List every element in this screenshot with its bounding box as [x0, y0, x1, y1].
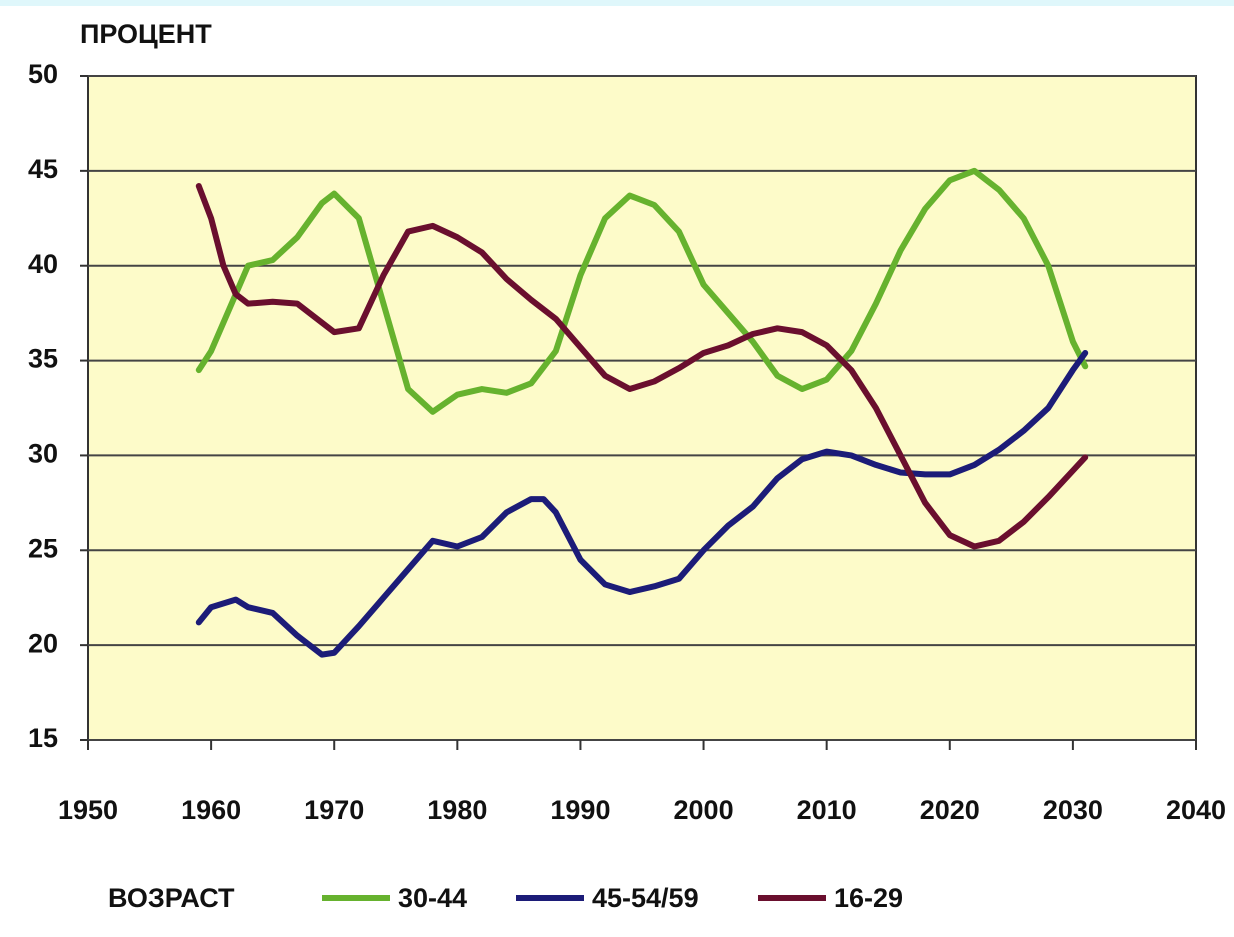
x-tick-label: 1960 [181, 795, 241, 825]
top-strip [0, 0, 1234, 6]
y-tick-label: 20 [28, 628, 58, 658]
y-tick-label: 40 [28, 249, 58, 279]
x-tick-label: 1950 [58, 795, 118, 825]
y-tick-label: 45 [28, 154, 58, 184]
x-tick-label: 2020 [920, 795, 980, 825]
y-tick-label: 30 [28, 439, 58, 469]
legend-title: ВОЗРАСТ [108, 883, 235, 913]
legend-label: 16-29 [834, 883, 903, 913]
x-tick-label: 1970 [304, 795, 364, 825]
x-tick-label: 2030 [1043, 795, 1103, 825]
plot-area [87, 75, 1197, 741]
y-tick-label: 35 [28, 344, 58, 374]
y-tick-label: 15 [28, 723, 58, 753]
x-tick-label: 2040 [1166, 795, 1226, 825]
y-axis-label: ПРОЦЕНТ [80, 19, 212, 49]
x-tick-label: 2010 [797, 795, 857, 825]
y-tick-label: 50 [28, 59, 58, 89]
series-line [195, 349, 1089, 658]
x-tick-label: 2000 [674, 795, 734, 825]
x-tick-label: 1990 [550, 795, 610, 825]
series-line [195, 167, 1089, 415]
legend-label: 45-54/59 [592, 883, 699, 913]
y-tick-label: 25 [28, 533, 58, 563]
legend-label: 30-44 [398, 883, 467, 913]
series-line [195, 183, 1089, 550]
x-tick-label: 1980 [427, 795, 487, 825]
